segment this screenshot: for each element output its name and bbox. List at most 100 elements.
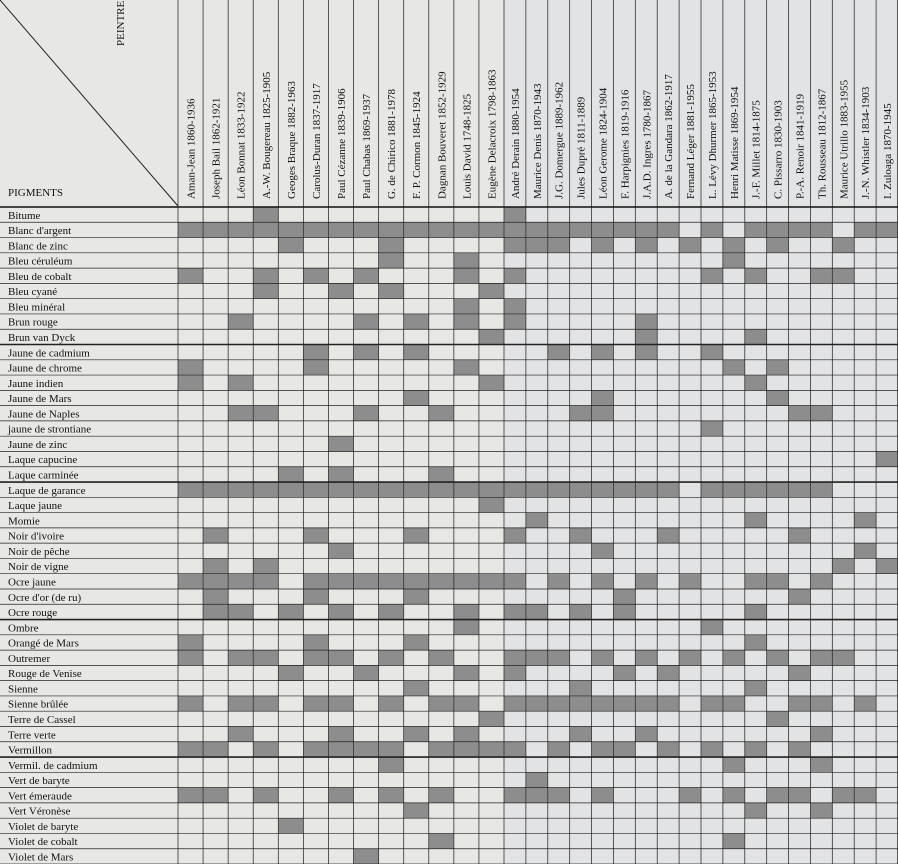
pigment-name: Outremer — [8, 653, 50, 665]
shaded-cell — [453, 604, 479, 620]
shaded-cell — [613, 695, 636, 712]
shaded-cell — [569, 726, 592, 742]
painter-name: Eugène Delacroix 1798-1863 — [486, 69, 498, 199]
shaded-cell — [403, 527, 429, 544]
shaded-cell — [766, 573, 789, 589]
shaded-cell — [504, 237, 526, 253]
shaded-cell — [428, 482, 454, 498]
shaded-cell — [228, 573, 254, 589]
pigment-name: Sienne brûlée — [8, 699, 68, 711]
shaded-cell — [278, 237, 304, 253]
shaded-cell — [353, 268, 379, 284]
shaded-cell — [701, 695, 723, 712]
shaded-cell — [278, 222, 304, 238]
shaded-cell — [353, 848, 379, 864]
shaded-cell — [744, 680, 767, 696]
shaded-cell — [453, 695, 479, 712]
shaded-cell — [378, 222, 404, 238]
shaded-cell — [591, 482, 614, 498]
shaded-cell — [303, 588, 329, 605]
shaded-cell — [744, 741, 767, 758]
shaded-cell — [591, 741, 614, 758]
shaded-cell — [810, 802, 833, 819]
painter-name: Dagnan Bouveret 1852-1929 — [436, 71, 448, 199]
painter-name: Louis David 1748-1825 — [461, 93, 473, 199]
shaded-cell — [303, 695, 329, 712]
pigment-name: Rouge de Venise — [8, 668, 82, 680]
pigment-name: Violet de baryte — [8, 821, 78, 833]
pigment-name: Violet de cobalt — [8, 836, 78, 848]
shaded-cell — [253, 558, 279, 574]
shaded-cell — [525, 604, 548, 620]
shaded-cell — [635, 329, 658, 345]
shaded-cell — [403, 573, 429, 589]
pigment-name: Ocre d'or (de ru) — [8, 592, 81, 604]
shaded-cell — [810, 650, 833, 666]
shaded-cell — [203, 482, 229, 498]
shaded-cell — [178, 268, 204, 284]
shaded-cell — [428, 650, 454, 666]
shaded-cell — [525, 237, 548, 253]
shaded-cell — [253, 695, 279, 712]
shaded-cell — [525, 512, 548, 528]
shaded-cell — [228, 726, 254, 742]
painter-name: Fernand Léger 1881-1955 — [685, 84, 697, 199]
shaded-cell — [722, 650, 745, 666]
shaded-cell — [378, 787, 404, 803]
shaded-cell — [788, 665, 811, 681]
shaded-cell — [744, 634, 767, 651]
painter-name: Carolus-Duran 1837-1917 — [311, 83, 323, 199]
shaded-cell — [635, 313, 658, 330]
shaded-cell — [744, 375, 767, 391]
shaded-cell — [303, 527, 329, 544]
shaded-cell — [504, 207, 526, 223]
shaded-cell — [854, 543, 877, 559]
shaded-cell — [504, 222, 526, 238]
shaded-cell — [478, 375, 504, 391]
painter-name: Jules Dupré 1811-1889 — [576, 96, 588, 199]
shaded-cell — [591, 237, 614, 253]
shaded-cell — [810, 222, 833, 238]
shaded-cell — [303, 359, 329, 376]
shaded-cell — [547, 741, 570, 758]
pigment-name: Sienne — [8, 683, 38, 695]
shaded-cell — [679, 650, 701, 666]
shaded-cell — [744, 604, 767, 620]
shaded-cell — [854, 512, 877, 528]
shaded-cell — [504, 298, 526, 314]
shaded-cell — [453, 619, 479, 635]
pigment-name: Laque de garance — [8, 485, 86, 497]
shaded-cell — [228, 375, 254, 391]
left-page — [0, 0, 504, 864]
shaded-cell — [303, 573, 329, 589]
shaded-cell — [228, 695, 254, 712]
shaded-cell — [303, 741, 329, 758]
shaded-cell — [403, 313, 429, 330]
shaded-cell — [178, 634, 204, 651]
painter-name: Léon Bonnat 1833-1922 — [236, 91, 248, 199]
shaded-cell — [810, 757, 833, 773]
shaded-cell — [428, 573, 454, 589]
shaded-cell — [428, 787, 454, 803]
pigment-name: Brun van Dyck — [8, 332, 76, 344]
shaded-cell — [701, 741, 723, 758]
shaded-cell — [657, 695, 680, 712]
pigment-name: Noir de pêche — [8, 546, 70, 558]
shaded-cell — [203, 741, 229, 758]
shaded-cell — [178, 222, 204, 238]
shaded-cell — [328, 650, 354, 666]
shaded-cell — [453, 298, 479, 314]
shaded-cell — [591, 390, 614, 406]
painter-name: Geoges Braque 1882-1963 — [286, 81, 298, 199]
shaded-cell — [547, 482, 570, 498]
shaded-cell — [569, 604, 592, 620]
shaded-cell — [453, 482, 479, 498]
shaded-cell — [403, 482, 429, 498]
shaded-cell — [832, 558, 855, 574]
shaded-cell — [453, 573, 479, 589]
shaded-cell — [504, 650, 526, 666]
shaded-cell — [328, 436, 354, 452]
shaded-cell — [278, 818, 304, 834]
shaded-cell — [353, 741, 379, 758]
shaded-cell — [788, 527, 811, 544]
